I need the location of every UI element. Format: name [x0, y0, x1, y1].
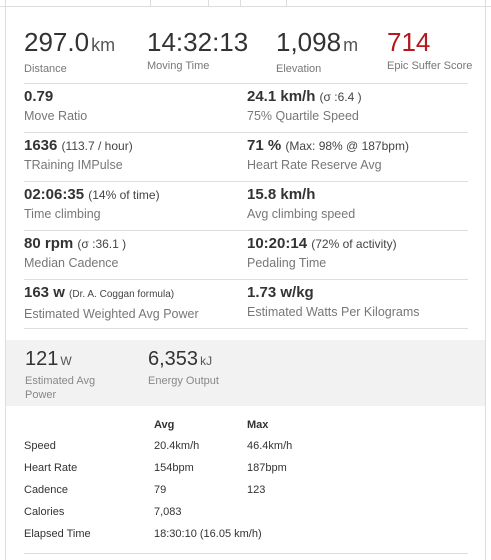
- elevation-unit: m: [343, 35, 358, 55]
- suffer-score-stat: 714 Epic Suffer Score: [387, 27, 472, 72]
- stat-value: 24.1 km/h: [247, 88, 315, 105]
- tab-divider: [150, 0, 151, 6]
- row-label: Heart Rate: [24, 462, 77, 474]
- stat-value: 10:20:14: [247, 235, 307, 252]
- avg-max-table: Avg Max Speed 20.4km/h 46.4km/h Heart Ra…: [24, 412, 468, 544]
- suffer-score-value: 714: [387, 27, 430, 57]
- distance-value: 297.0: [24, 27, 89, 57]
- tab-divider: [240, 0, 241, 6]
- stat-note: (113.7 / hour): [62, 139, 133, 153]
- row-label: Elapsed Time: [24, 528, 91, 540]
- activity-summary: 297.0km Distance 14:32:13 Moving Time 1,…: [24, 27, 468, 84]
- panel-border-right: [485, 0, 486, 560]
- column-header: Max: [247, 419, 268, 431]
- stat-value: 02:06:35: [24, 186, 84, 203]
- tab-divider: [286, 0, 287, 6]
- stats-row: 1636 (113.7 / hour) TRaining IMPulse 71 …: [24, 133, 468, 182]
- weighted-power-stat: 163 w (Dr. A. Coggan formula) Estimated …: [24, 284, 199, 321]
- distance-stat: 297.0km Distance: [24, 27, 115, 75]
- cadence-stat: 80 rpm (σ :36.1 ) Median Cadence: [24, 235, 126, 270]
- pedaling-time-stat: 10:20:14 (72% of activity) Pedaling Time: [247, 235, 397, 270]
- stats-row: 0.79 Move Ratio 24.1 km/h (σ :6.4 ) 75% …: [24, 84, 468, 133]
- tab-divider: [208, 0, 209, 6]
- elevation-stat: 1,098m Elevation: [276, 27, 358, 75]
- avg-cell: 18:30:10 (16.05 km/h): [154, 528, 262, 540]
- stat-label: Heart Rate Reserve Avg: [247, 158, 409, 172]
- stat-label: TRaining IMPulse: [24, 158, 133, 172]
- table-row: Calories 7,083: [24, 500, 468, 522]
- avg-cell: 20.4km/h: [154, 440, 199, 452]
- stat-value: 1.73 w/kg: [247, 284, 314, 301]
- row-label: Calories: [24, 506, 64, 518]
- stat-value: 163 w: [24, 284, 65, 301]
- time-climbing-stat: 02:06:35 (14% of time) Time climbing: [24, 186, 160, 221]
- avg-cell: 154bpm: [154, 462, 194, 474]
- stat-note: (σ :6.4 ): [320, 90, 362, 104]
- stat-value: 71 %: [247, 137, 281, 154]
- avg-cell: 79: [154, 484, 166, 496]
- avg-power-stat: 121W Estimated Avg Power: [25, 348, 125, 402]
- energy-value: 6,353: [148, 348, 198, 370]
- stat-label: Move Ratio: [24, 109, 87, 123]
- table-row: Elapsed Time 18:30:10 (16.05 km/h): [24, 522, 468, 544]
- climbing-speed-stat: 15.8 km/h Avg climbing speed: [247, 186, 355, 221]
- hr-reserve-stat: 71 % (Max: 98% @ 187bpm) Heart Rate Rese…: [247, 137, 409, 172]
- max-cell: 123: [247, 484, 265, 496]
- stat-note: (Dr. A. Coggan formula): [69, 289, 174, 300]
- stat-note: (14% of time): [88, 188, 159, 202]
- trimp-stat: 1636 (113.7 / hour) TRaining IMPulse: [24, 137, 133, 172]
- stat-value: 15.8 km/h: [247, 186, 315, 203]
- row-label: Speed: [24, 440, 56, 452]
- stat-note: (Max: 98% @ 187bpm): [285, 139, 409, 153]
- row-label: Cadence: [24, 484, 68, 496]
- top-tab-strip: [0, 0, 491, 7]
- energy-label: Energy Output: [148, 374, 268, 388]
- stat-label: Estimated Watts Per Kilograms: [247, 305, 420, 319]
- extended-stats: 0.79 Move Ratio 24.1 km/h (σ :6.4 ) 75% …: [24, 84, 468, 329]
- stats-row: 163 w (Dr. A. Coggan formula) Estimated …: [24, 280, 468, 329]
- panel-border-left: [5, 0, 6, 560]
- elevation-value: 1,098: [276, 27, 341, 57]
- energy-unit: kJ: [200, 354, 212, 368]
- column-header: Avg: [154, 419, 174, 431]
- power-summary: 121W Estimated Avg Power 6,353kJ Energy …: [6, 340, 485, 406]
- stat-label: Time climbing: [24, 207, 160, 221]
- suffer-score-label: Epic Suffer Score: [387, 60, 472, 72]
- table-header: Avg Max: [24, 412, 468, 434]
- max-cell: 187bpm: [247, 462, 287, 474]
- avg-cell: 7,083: [154, 506, 182, 518]
- distance-label: Distance: [24, 63, 115, 75]
- move-ratio-stat: 0.79 Move Ratio: [24, 88, 87, 123]
- table-row: Cadence 79 123: [24, 478, 468, 500]
- table-divider: [24, 553, 468, 554]
- stat-value: 1636: [24, 137, 57, 154]
- stat-note: (72% of activity): [311, 237, 396, 251]
- stat-label: Median Cadence: [24, 256, 126, 270]
- moving-time-value: 14:32:13: [147, 27, 248, 57]
- max-cell: 46.4km/h: [247, 440, 292, 452]
- stats-row: 80 rpm (σ :36.1 ) Median Cadence 10:20:1…: [24, 231, 468, 280]
- energy-output-stat: 6,353kJ Energy Output: [148, 348, 268, 388]
- quartile-speed-stat: 24.1 km/h (σ :6.4 ) 75% Quartile Speed: [247, 88, 362, 123]
- watts-per-kg-stat: 1.73 w/kg Estimated Watts Per Kilograms: [247, 284, 420, 319]
- distance-unit: km: [91, 35, 115, 55]
- stat-label: Avg climbing speed: [247, 207, 355, 221]
- elevation-label: Elevation: [276, 63, 358, 75]
- stat-value: 0.79: [24, 88, 53, 105]
- moving-time-label: Moving Time: [147, 60, 248, 72]
- stat-label: Estimated Weighted Avg Power: [24, 307, 199, 321]
- moving-time-stat: 14:32:13 Moving Time: [147, 27, 248, 72]
- table-row: Speed 20.4km/h 46.4km/h: [24, 434, 468, 456]
- stats-row: 02:06:35 (14% of time) Time climbing 15.…: [24, 182, 468, 231]
- table-row: Heart Rate 154bpm 187bpm: [24, 456, 468, 478]
- stat-value: 80 rpm: [24, 235, 73, 252]
- stat-label: Pedaling Time: [247, 256, 397, 270]
- stat-note: (σ :36.1 ): [77, 237, 126, 251]
- avg-power-value: 121: [25, 348, 58, 370]
- stat-label: 75% Quartile Speed: [247, 109, 362, 123]
- avg-power-label: Estimated Avg Power: [25, 374, 125, 402]
- avg-power-unit: W: [60, 354, 71, 368]
